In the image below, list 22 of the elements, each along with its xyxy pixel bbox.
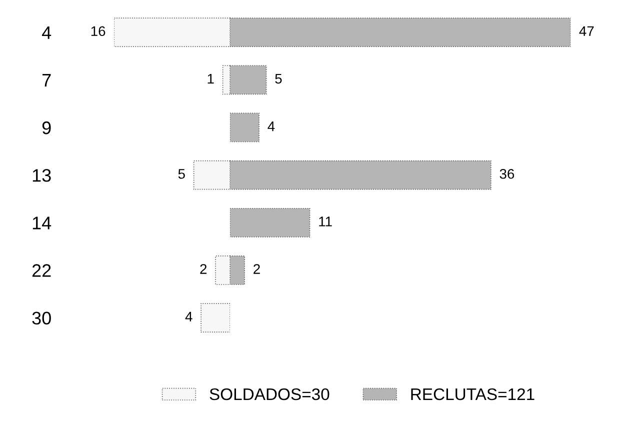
data-label: 4 [268, 122, 275, 132]
data-label: 16 [91, 26, 106, 36]
y-tick-label: 30 [32, 312, 51, 325]
data-label: 1 [208, 74, 214, 84]
y-tick-label: 4 [42, 26, 52, 39]
data-label: 5 [178, 169, 185, 179]
y-tick-label: 7 [42, 74, 51, 86]
y-tick-label: 22 [32, 264, 51, 277]
bar [230, 112, 260, 142]
data-label: 2 [254, 264, 260, 274]
data-label: 36 [500, 168, 514, 179]
y-tick-label: 9 [42, 121, 51, 134]
legend-label: SOLDADOS=30 [210, 388, 330, 400]
data-label: 47 [579, 26, 594, 36]
data-label: 2 [200, 264, 207, 274]
data-label: 4 [185, 312, 192, 322]
data-label: 11 [319, 216, 332, 226]
data-label: 5 [275, 74, 282, 84]
bar [230, 208, 310, 238]
y-tick-label: 14 [32, 216, 52, 230]
legend-label: RECLUTAS=121 [411, 388, 534, 400]
y-tick-label: 13 [32, 169, 51, 182]
